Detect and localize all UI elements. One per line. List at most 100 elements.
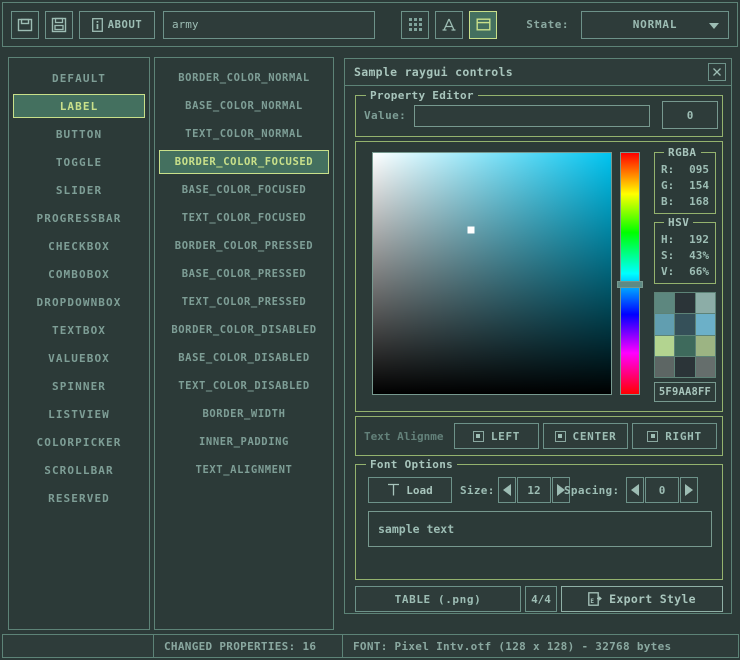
palette-swatch-7[interactable]: [675, 335, 695, 356]
font-spacing-increment[interactable]: [680, 477, 698, 503]
font-size-value-text: 12: [527, 483, 541, 497]
property-item-3[interactable]: BORDER_COLOR_FOCUSED: [159, 150, 329, 174]
sample-text-input[interactable]: sample text: [368, 511, 712, 547]
hsv-h-value: 192: [689, 232, 709, 246]
property-item-10[interactable]: BASE_COLOR_DISABLED: [159, 346, 329, 370]
color-palette-grid[interactable]: [654, 292, 716, 378]
style-name-input[interactable]: army: [163, 10, 375, 39]
chevron-down-icon: [709, 22, 719, 29]
align-center-option[interactable]: CENTER: [543, 423, 628, 449]
value-number-box[interactable]: 0: [662, 101, 718, 129]
palette-swatch-8[interactable]: [695, 335, 715, 356]
save-button[interactable]: [45, 10, 73, 39]
about-button[interactable]: ABOUT: [79, 10, 155, 39]
close-icon: [713, 68, 721, 76]
palette-swatch-5[interactable]: [695, 314, 715, 335]
control-item-label: COLORPICKER: [36, 435, 122, 449]
control-item-15[interactable]: RESERVED: [13, 486, 145, 510]
property-item-5[interactable]: TEXT_COLOR_FOCUSED: [159, 206, 329, 230]
hsv-h-name: H:: [661, 232, 675, 246]
control-item-1[interactable]: LABEL: [13, 94, 145, 118]
hsv-s-name: S:: [661, 248, 675, 262]
properties-list-panel[interactable]: BORDER_COLOR_NORMAL BASE_COLOR_NORMAL TEXT…: [154, 57, 334, 630]
sv-cursor[interactable]: [467, 226, 475, 234]
table-png-button[interactable]: TABLE (.png): [355, 586, 521, 612]
font-size-value[interactable]: 12: [517, 477, 551, 503]
control-item-7[interactable]: COMBOBOX: [13, 262, 145, 286]
value-input[interactable]: [414, 105, 650, 127]
align-right-option[interactable]: RIGHT: [632, 423, 717, 449]
control-item-14[interactable]: SCROLLBAR: [13, 458, 145, 482]
control-item-label: BUTTON: [55, 127, 103, 141]
control-item-10[interactable]: VALUEBOX: [13, 346, 145, 370]
page-count-box[interactable]: 4/4: [525, 586, 557, 612]
palette-swatch-3[interactable]: [655, 314, 675, 335]
property-item-9[interactable]: BORDER_COLOR_DISABLED: [159, 318, 329, 342]
state-dropdown[interactable]: NORMAL: [581, 10, 729, 39]
control-item-13[interactable]: COLORPICKER: [13, 430, 145, 454]
grid-toggle-button[interactable]: [401, 10, 429, 39]
saturation-value-area[interactable]: [372, 152, 612, 395]
font-view-button[interactable]: [435, 10, 463, 39]
property-item-7[interactable]: BASE_COLOR_PRESSED: [159, 262, 329, 286]
control-item-6[interactable]: CHECKBOX: [13, 234, 145, 258]
hsv-v-name: V:: [661, 264, 675, 278]
close-button[interactable]: [708, 63, 726, 81]
window-titlebar[interactable]: Sample raygui controls: [345, 59, 731, 86]
palette-swatch-1[interactable]: [675, 293, 695, 314]
font-spacing-decrement[interactable]: [626, 477, 644, 503]
palette-swatch-2[interactable]: [695, 293, 715, 314]
control-item-8[interactable]: DROPDOWNBOX: [13, 290, 145, 314]
palette-swatch-11[interactable]: [695, 356, 715, 377]
property-item-6[interactable]: BORDER_COLOR_PRESSED: [159, 234, 329, 258]
property-item-8[interactable]: TEXT_COLOR_PRESSED: [159, 290, 329, 314]
save-disk-icon: [51, 17, 67, 32]
palette-swatch-9[interactable]: [655, 356, 675, 377]
property-item-13[interactable]: INNER_PADDING: [159, 430, 329, 454]
hue-slider-handle[interactable]: [617, 281, 643, 288]
load-font-button[interactable]: Load: [368, 477, 452, 503]
controls-view-button[interactable]: [469, 10, 497, 39]
palette-swatch-4[interactable]: [675, 314, 695, 335]
font-spacing-value[interactable]: 0: [645, 477, 679, 503]
property-item-14[interactable]: TEXT_ALIGNMENT: [159, 458, 329, 482]
control-item-9[interactable]: TEXTBOX: [13, 318, 145, 342]
rgba-g-value: 154: [689, 178, 709, 192]
property-item-4[interactable]: BASE_COLOR_FOCUSED: [159, 178, 329, 202]
arrow-left-icon: [503, 484, 511, 496]
font-size-decrement[interactable]: [498, 477, 516, 503]
control-item-4[interactable]: SLIDER: [13, 178, 145, 202]
property-item-label: BASE_COLOR_NORMAL: [185, 100, 303, 112]
hsv-row-h: H: 192: [655, 231, 715, 247]
property-item-0[interactable]: BORDER_COLOR_NORMAL: [159, 66, 329, 90]
font-spacing-label: Spacing:: [564, 484, 620, 497]
property-item-1[interactable]: BASE_COLOR_NORMAL: [159, 94, 329, 118]
hue-slider[interactable]: [620, 152, 640, 395]
align-left-label: LEFT: [490, 429, 521, 443]
hex-value-box[interactable]: 5F9AA8FF: [654, 382, 716, 402]
about-label: ABOUT: [107, 18, 143, 31]
property-item-12[interactable]: BORDER_WIDTH: [159, 402, 329, 426]
value-number-text: 0: [686, 108, 694, 122]
sample-text-value: sample text: [378, 522, 455, 536]
export-style-button[interactable]: E Export Style: [561, 586, 723, 612]
property-item-11[interactable]: TEXT_COLOR_DISABLED: [159, 374, 329, 398]
control-item-11[interactable]: SPINNER: [13, 374, 145, 398]
align-left-option[interactable]: LEFT: [454, 423, 539, 449]
control-item-3[interactable]: TOGGLE: [13, 150, 145, 174]
font-size-increment[interactable]: [552, 477, 570, 503]
palette-swatch-6[interactable]: [655, 335, 675, 356]
new-file-button[interactable]: [11, 10, 39, 39]
property-item-label: BORDER_COLOR_DISABLED: [171, 324, 317, 336]
palette-swatch-0[interactable]: [655, 293, 675, 314]
control-item-12[interactable]: LISTVIEW: [13, 402, 145, 426]
table-png-label: TABLE (.png): [394, 592, 482, 606]
control-item-2[interactable]: BUTTON: [13, 122, 145, 146]
palette-swatch-10[interactable]: [675, 356, 695, 377]
property-item-label: TEXT_COLOR_PRESSED: [181, 296, 307, 308]
window-title: Sample raygui controls: [354, 65, 513, 79]
controls-list-panel[interactable]: DEFAULT LABEL BUTTON TOGGLE SLIDER PROGRESSBA…: [8, 57, 150, 630]
control-item-0[interactable]: DEFAULT: [13, 66, 145, 90]
control-item-5[interactable]: PROGRESSBAR: [13, 206, 145, 230]
property-item-2[interactable]: TEXT_COLOR_NORMAL: [159, 122, 329, 146]
